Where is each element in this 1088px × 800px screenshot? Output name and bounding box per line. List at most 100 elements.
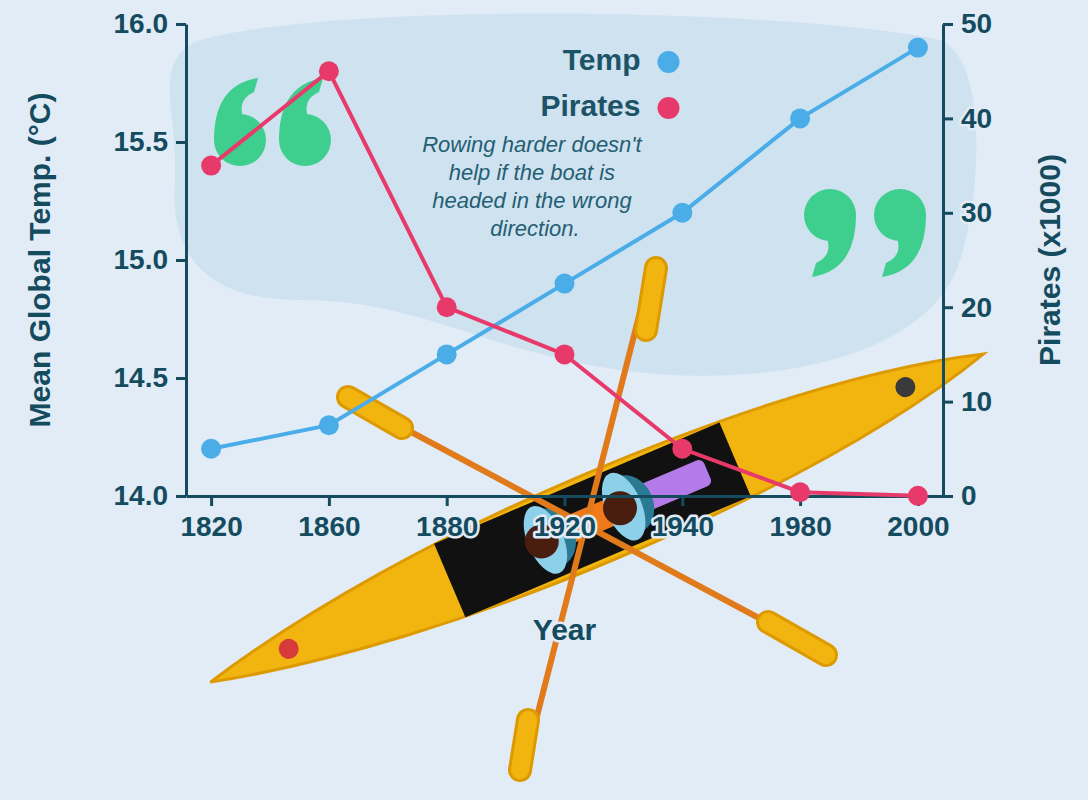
legend-label: Pirates (540, 89, 640, 122)
tick: 1940 (652, 496, 714, 542)
x-axis-title: Year (533, 613, 597, 646)
series-marker (908, 486, 928, 506)
series-line (211, 71, 918, 496)
legend: Temp Pirates (540, 43, 679, 122)
background (0, 0, 1088, 800)
tick: 20 (943, 292, 992, 323)
tick: 14.5 (114, 362, 187, 393)
tick-mark (943, 117, 953, 120)
tick-label: 16.0 (114, 8, 169, 39)
series-marker (437, 297, 457, 317)
tick: 15.0 (114, 244, 187, 275)
tick-label: 1860 (298, 511, 360, 542)
legend-label: Temp (563, 43, 641, 76)
tick-mark (328, 496, 331, 506)
paddle-blade-edge (768, 622, 826, 655)
annotation-line: direction. (490, 216, 579, 241)
tick: 1860 (298, 496, 360, 542)
tick-mark (176, 495, 186, 498)
annotation-line: headed in the wrong (432, 188, 638, 213)
paddle-blade-edge (348, 397, 402, 428)
tick-mark (943, 306, 953, 309)
paddles (348, 265, 826, 775)
backdrop-blob (170, 14, 977, 376)
quote-glyph (214, 78, 266, 166)
series-marker (201, 439, 221, 459)
tick: 40 (943, 103, 992, 134)
paddle-blade-edge (646, 268, 656, 330)
tick-label: 15.5 (114, 126, 169, 157)
axis-line (942, 25, 945, 497)
quote-glyph (874, 189, 926, 277)
kayak-dot (892, 374, 918, 400)
tick-mark (176, 141, 186, 144)
tick-label: 0 (961, 480, 977, 511)
tick: 1880 (416, 496, 478, 542)
kayak-hull (193, 312, 1001, 723)
paddle-shaft (522, 265, 652, 775)
kayak-dot (276, 636, 302, 662)
quote-tail (882, 215, 926, 277)
tick-mark (176, 259, 186, 262)
tick-mark (210, 496, 213, 506)
tick-label: 10 (961, 386, 992, 417)
series-line (211, 48, 918, 449)
series-marker (319, 415, 339, 435)
tick: 0 (943, 480, 977, 511)
tick: 30 (943, 197, 992, 228)
paddler-head (598, 486, 643, 531)
series-marker (672, 203, 692, 223)
annotation-line: help if the boat is (449, 160, 621, 185)
tick-label: 50 (961, 8, 992, 39)
legend-swatch (658, 51, 680, 73)
tick: 1820 (180, 496, 242, 542)
tick: 16.0 (114, 8, 187, 39)
tick-mark (564, 496, 567, 506)
series-marker (790, 108, 810, 128)
quote-tail (214, 78, 258, 140)
paddle-blade (646, 268, 656, 330)
series-marker (672, 439, 692, 459)
tick: 10 (943, 386, 992, 417)
tick-label: 30 (961, 197, 992, 228)
paddle-blade (520, 720, 528, 770)
tick-mark (943, 23, 953, 26)
series-marker (790, 482, 810, 502)
tick: 1980 (769, 496, 831, 542)
tick-label: 14.5 (114, 362, 169, 393)
quote-glyph (804, 189, 856, 277)
series-marker (555, 274, 575, 294)
tick: 50 (943, 8, 992, 39)
y-axis-title: Mean Global Temp. (°C) (23, 93, 56, 428)
series-marker (908, 38, 928, 58)
quote-tail (279, 78, 323, 140)
tick: 15.5 (114, 126, 187, 157)
kayak (193, 312, 1001, 723)
tick-label: 1920 (534, 511, 596, 542)
tick-mark (943, 401, 953, 404)
paddle-shaft (370, 410, 800, 640)
annotation-line: Rowing harder doesn't (422, 132, 648, 157)
tick-mark (446, 496, 449, 506)
y-axis: 14.0 14.5 15.0 15.5 16.0 (114, 8, 187, 511)
tick-mark (681, 496, 684, 506)
tick-mark (943, 495, 953, 498)
tick-mark (176, 377, 186, 380)
series-marker (437, 344, 457, 364)
series-marker (201, 156, 221, 176)
chart-root: 14.014.515.015.516.001020304050182018601… (0, 0, 1088, 800)
paddle-blade-edge (520, 720, 528, 770)
tick-label: 1980 (769, 511, 831, 542)
tick-label: 14.0 (114, 480, 169, 511)
plot-marks (201, 38, 928, 506)
y2-axis: 0 10 20 30 40 50 (943, 8, 992, 511)
quote-tail (812, 215, 856, 277)
tick: 14.0 (114, 480, 187, 511)
tick-label: 20 (961, 292, 992, 323)
tick-label: 2000 (887, 511, 949, 542)
legend-swatch (658, 97, 680, 119)
y2-axis-title: Pirates (x1000) (1033, 154, 1066, 366)
tick-label: 15.0 (114, 244, 169, 275)
x-axis: 1820 1860 1880 1920 1940 1980 2000 (180, 496, 949, 542)
tick-label: 1880 (416, 511, 478, 542)
